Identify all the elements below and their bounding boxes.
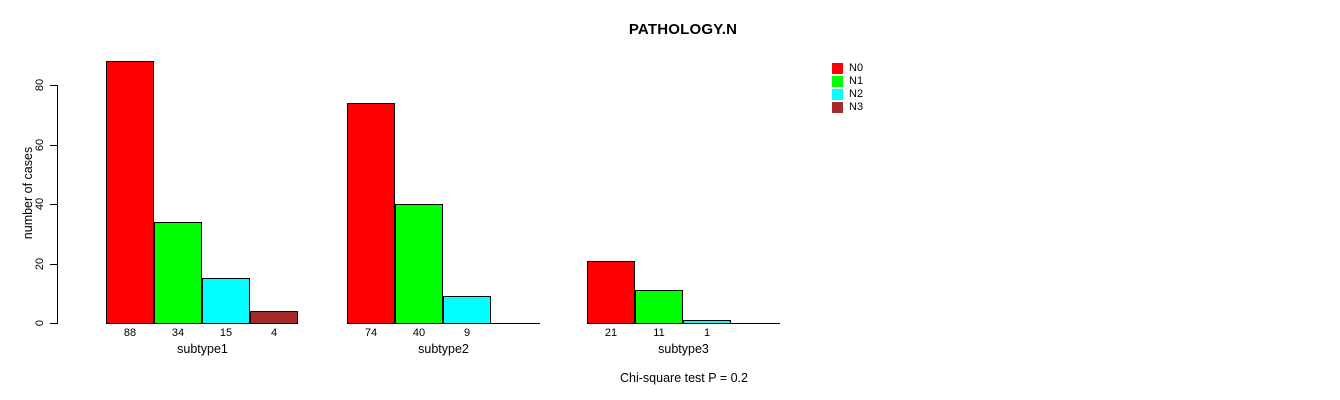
y-tick-label: 60 [34,138,46,152]
legend-label-N0: N0 [849,61,864,74]
y-tick [50,85,57,86]
bar-N0-subtype2 [347,103,395,324]
y-axis-label: number of cases [21,146,35,240]
bar-N1-subtype3 [635,290,683,324]
chart-title: PATHOLOGY.N [628,21,738,38]
legend-label-N3: N3 [849,100,864,113]
legend-item-N1: N1 [832,74,864,87]
bar-N2-subtype2 [443,296,491,324]
bar-N0-subtype1 [106,61,154,324]
y-tick [50,204,57,205]
bar-value-label: 1 [703,327,711,339]
chi-square-annotation: Chi-square test P = 0.2 [620,371,748,385]
bar-N0-subtype3 [587,261,635,324]
bar-value-label: 15 [219,327,233,339]
zero-bar-N3-subtype3 [731,323,780,324]
bar-N3-subtype1 [250,311,298,324]
legend-item-N0: N0 [832,61,864,74]
group-label-subtype2: subtype2 [418,342,469,356]
bar-N2-subtype3 [683,320,731,324]
y-tick-label: 80 [34,78,46,92]
bar-value-label: 11 [653,327,665,339]
legend-swatch-N3 [832,101,843,113]
legend-item-N2: N2 [832,87,864,100]
bar-value-label: 40 [412,327,426,339]
legend-swatch-N0 [832,62,843,74]
y-tick [50,323,57,324]
group-label-subtype3: subtype3 [658,342,709,356]
legend-swatch-N2 [832,88,843,100]
y-tick-label: 20 [34,257,46,271]
legend-label-N1: N1 [849,74,864,87]
legend-swatch-N1 [832,75,843,87]
bar-N2-subtype1 [202,278,250,324]
y-tick-label: 40 [34,197,46,211]
legend-item-N3: N3 [832,100,864,113]
legend-label-N2: N2 [849,87,864,100]
bar-N1-subtype2 [395,204,443,324]
bar-value-label: 4 [270,327,278,339]
y-tick [50,145,57,146]
y-tick [50,264,57,265]
bar-value-label: 74 [364,327,378,339]
bar-N1-subtype1 [154,222,202,324]
bar-value-label: 21 [604,327,618,339]
bar-value-label: 88 [123,327,137,339]
y-tick-label: 0 [34,319,46,327]
group-label-subtype1: subtype1 [177,342,228,356]
bar-value-label: 9 [463,327,471,339]
bar-value-label: 34 [171,327,185,339]
zero-bar-N3-subtype2 [491,323,540,324]
y-axis-line [57,85,58,324]
